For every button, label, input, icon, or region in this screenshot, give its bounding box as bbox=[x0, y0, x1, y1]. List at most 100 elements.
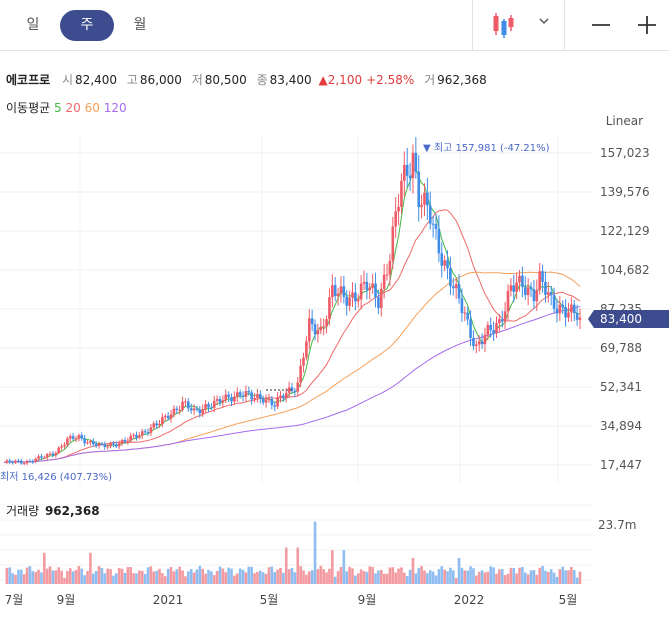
volume-bar bbox=[403, 572, 406, 584]
candle-body bbox=[475, 344, 478, 347]
x-tick-label: 5월 bbox=[260, 593, 279, 607]
candle-body bbox=[48, 453, 52, 455]
candle-body bbox=[351, 292, 354, 298]
candle-body bbox=[253, 397, 256, 400]
candle-body bbox=[535, 290, 539, 302]
volume-bar bbox=[371, 567, 374, 584]
volume-bar bbox=[339, 567, 343, 584]
volume-bar bbox=[43, 552, 46, 584]
volume-bar bbox=[276, 569, 279, 584]
volume-bar bbox=[544, 570, 547, 584]
ma-60-line bbox=[3, 271, 581, 464]
volume-bar bbox=[45, 568, 49, 584]
candle-body bbox=[385, 274, 389, 276]
volume-bar bbox=[405, 576, 409, 584]
candle-body bbox=[80, 435, 84, 439]
candle-body bbox=[463, 312, 467, 314]
candle-body bbox=[287, 387, 291, 393]
price-chart[interactable]: 157,023139,576122,129104,68287,23569,788… bbox=[0, 135, 669, 485]
candle-body bbox=[518, 275, 521, 283]
volume-bar bbox=[169, 567, 173, 584]
candle-body bbox=[273, 405, 277, 407]
x-tick-label: 9월 bbox=[57, 593, 76, 607]
volume-bar bbox=[287, 569, 291, 584]
volume-bar bbox=[163, 576, 167, 584]
candle-body bbox=[515, 282, 518, 292]
volume-bar bbox=[227, 567, 230, 584]
volume-bar bbox=[267, 567, 271, 584]
zoom-in-button[interactable] bbox=[629, 12, 663, 38]
candle-body bbox=[382, 274, 386, 289]
volume-bar bbox=[446, 571, 449, 584]
candle-body bbox=[14, 460, 17, 463]
candle-body bbox=[126, 440, 130, 442]
candle-body bbox=[362, 281, 366, 284]
candle-body bbox=[256, 394, 259, 398]
y-tick-label: 104,682 bbox=[600, 263, 650, 277]
candle-body bbox=[212, 400, 216, 408]
tab-daily[interactable]: 일 bbox=[26, 17, 40, 33]
tab-weekly[interactable]: 주 bbox=[60, 10, 114, 41]
scale-mode-toggle[interactable]: Linear bbox=[605, 114, 643, 128]
volume-chart[interactable]: 7월 9월 2021 5월 9월 2022 5월 23.7m bbox=[0, 495, 669, 618]
candle-body bbox=[532, 289, 536, 302]
volume-bar bbox=[374, 573, 377, 584]
volume-bar bbox=[132, 573, 135, 584]
candle-body bbox=[538, 271, 541, 291]
volume-bar bbox=[500, 569, 504, 584]
candle-body bbox=[477, 341, 481, 345]
zoom-out-button[interactable] bbox=[583, 12, 617, 38]
candle-body bbox=[31, 461, 35, 463]
volume-bar bbox=[561, 566, 565, 584]
ma-label: 이동평균 bbox=[6, 101, 51, 115]
candle-body bbox=[305, 341, 308, 358]
volume-bar bbox=[417, 568, 421, 584]
candle-body bbox=[354, 292, 357, 302]
volume-bar bbox=[77, 566, 81, 584]
volume-bar bbox=[440, 566, 444, 584]
candle-body bbox=[5, 460, 9, 463]
candle-body bbox=[570, 304, 573, 313]
candle-body bbox=[437, 228, 441, 254]
candle-body bbox=[397, 206, 400, 212]
volume-bar bbox=[457, 558, 461, 584]
volume-bar bbox=[538, 567, 541, 584]
volume-bar bbox=[322, 569, 325, 584]
tab-monthly[interactable]: 월 bbox=[133, 17, 147, 33]
candle-body bbox=[544, 281, 547, 295]
ma-20: 20 bbox=[65, 101, 81, 115]
candle-body bbox=[575, 313, 579, 320]
volume-bar bbox=[411, 558, 415, 584]
volume-bar bbox=[385, 573, 389, 584]
volume-bar bbox=[342, 550, 346, 584]
volume-bar bbox=[11, 573, 14, 584]
y-tick-label: 157,023 bbox=[600, 146, 650, 160]
candle-body bbox=[541, 271, 544, 282]
candle-body bbox=[91, 441, 95, 445]
candle-body bbox=[500, 319, 504, 322]
chart-type-selector[interactable] bbox=[472, 0, 565, 50]
candle-body bbox=[359, 283, 363, 300]
candle-body bbox=[86, 442, 89, 444]
candle-body bbox=[227, 394, 230, 398]
candle-body bbox=[100, 443, 104, 445]
candle-body bbox=[230, 397, 233, 402]
volume-bar bbox=[529, 570, 533, 584]
volume-bar bbox=[328, 568, 331, 584]
candle-body bbox=[371, 283, 374, 288]
volume-bar bbox=[509, 567, 513, 584]
candle-body bbox=[567, 312, 570, 318]
candle-body bbox=[333, 285, 337, 297]
candle-body bbox=[66, 438, 69, 445]
candle-body bbox=[140, 431, 144, 436]
candle-body bbox=[178, 409, 181, 411]
low-value: 80,500 bbox=[204, 73, 247, 87]
candle-body bbox=[83, 438, 86, 444]
volume-bar bbox=[454, 578, 458, 584]
candle-body bbox=[348, 297, 351, 306]
chevron-down-icon[interactable] bbox=[539, 18, 549, 25]
volume-bar bbox=[356, 573, 360, 584]
candle-body bbox=[17, 460, 20, 462]
volume-bar bbox=[68, 568, 72, 584]
volume-panel-label: 거래량 962,368 bbox=[6, 502, 100, 519]
